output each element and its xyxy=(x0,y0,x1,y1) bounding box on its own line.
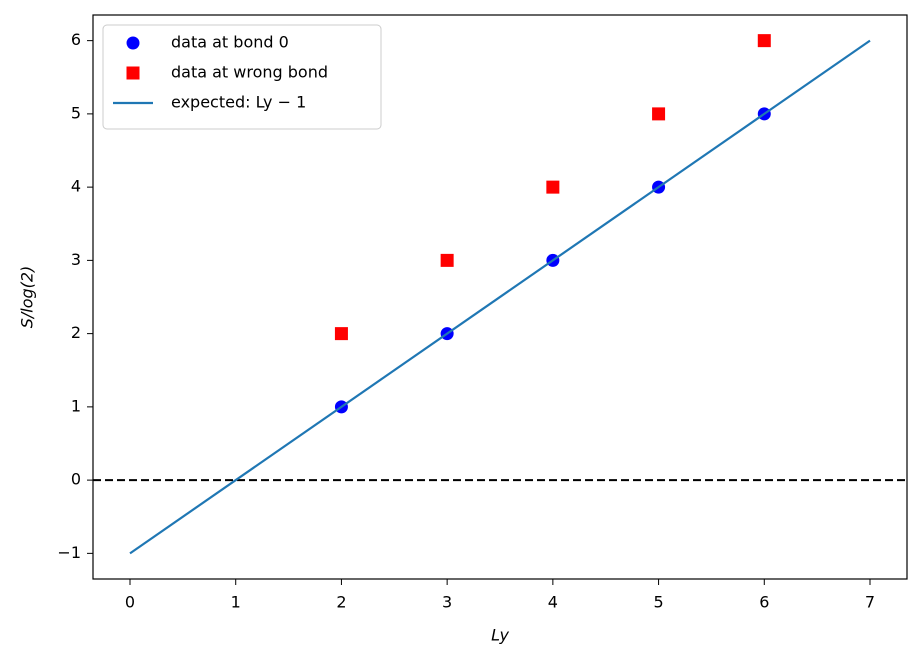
legend-label: data at wrong bond xyxy=(171,63,328,82)
point xyxy=(652,107,666,121)
y-tick-label: 1 xyxy=(71,396,81,415)
x-tick-label: 1 xyxy=(231,593,241,612)
axes-frame xyxy=(92,14,908,580)
point xyxy=(440,253,454,267)
legend: data at bond 0 data at wrong bond expected… xyxy=(102,24,382,130)
point xyxy=(546,180,560,194)
x-tick-label: 3 xyxy=(442,593,452,612)
y-tick-label: 3 xyxy=(71,250,81,269)
x-tick-label: 7 xyxy=(865,593,875,612)
y-tick-label: 5 xyxy=(71,103,81,122)
x-tick-label: 0 xyxy=(125,593,135,612)
legend-label: expected: Ly − 1 xyxy=(171,93,306,112)
point xyxy=(757,34,771,48)
y-tick-label: 0 xyxy=(71,470,81,489)
legend-swatch xyxy=(126,66,140,80)
x-tick-label: 2 xyxy=(336,593,346,612)
y-tick-label: −1 xyxy=(57,543,81,562)
legend-label: data at bond 0 xyxy=(171,33,289,52)
line xyxy=(129,39,871,555)
y-tick-label: 2 xyxy=(71,323,81,342)
legend-box xyxy=(102,24,382,130)
x-axis-label: Ly xyxy=(491,626,509,645)
y-tick-label: 6 xyxy=(71,30,81,49)
y-tick-label: 4 xyxy=(71,177,81,196)
x-tick-label: 5 xyxy=(653,593,663,612)
legend-swatch xyxy=(126,36,140,50)
x-tick-label: 4 xyxy=(548,593,558,612)
plot-area xyxy=(93,34,907,555)
x-tick-label: 6 xyxy=(759,593,769,612)
point xyxy=(334,327,348,341)
y-axis-label: S/log(2) xyxy=(18,266,37,329)
